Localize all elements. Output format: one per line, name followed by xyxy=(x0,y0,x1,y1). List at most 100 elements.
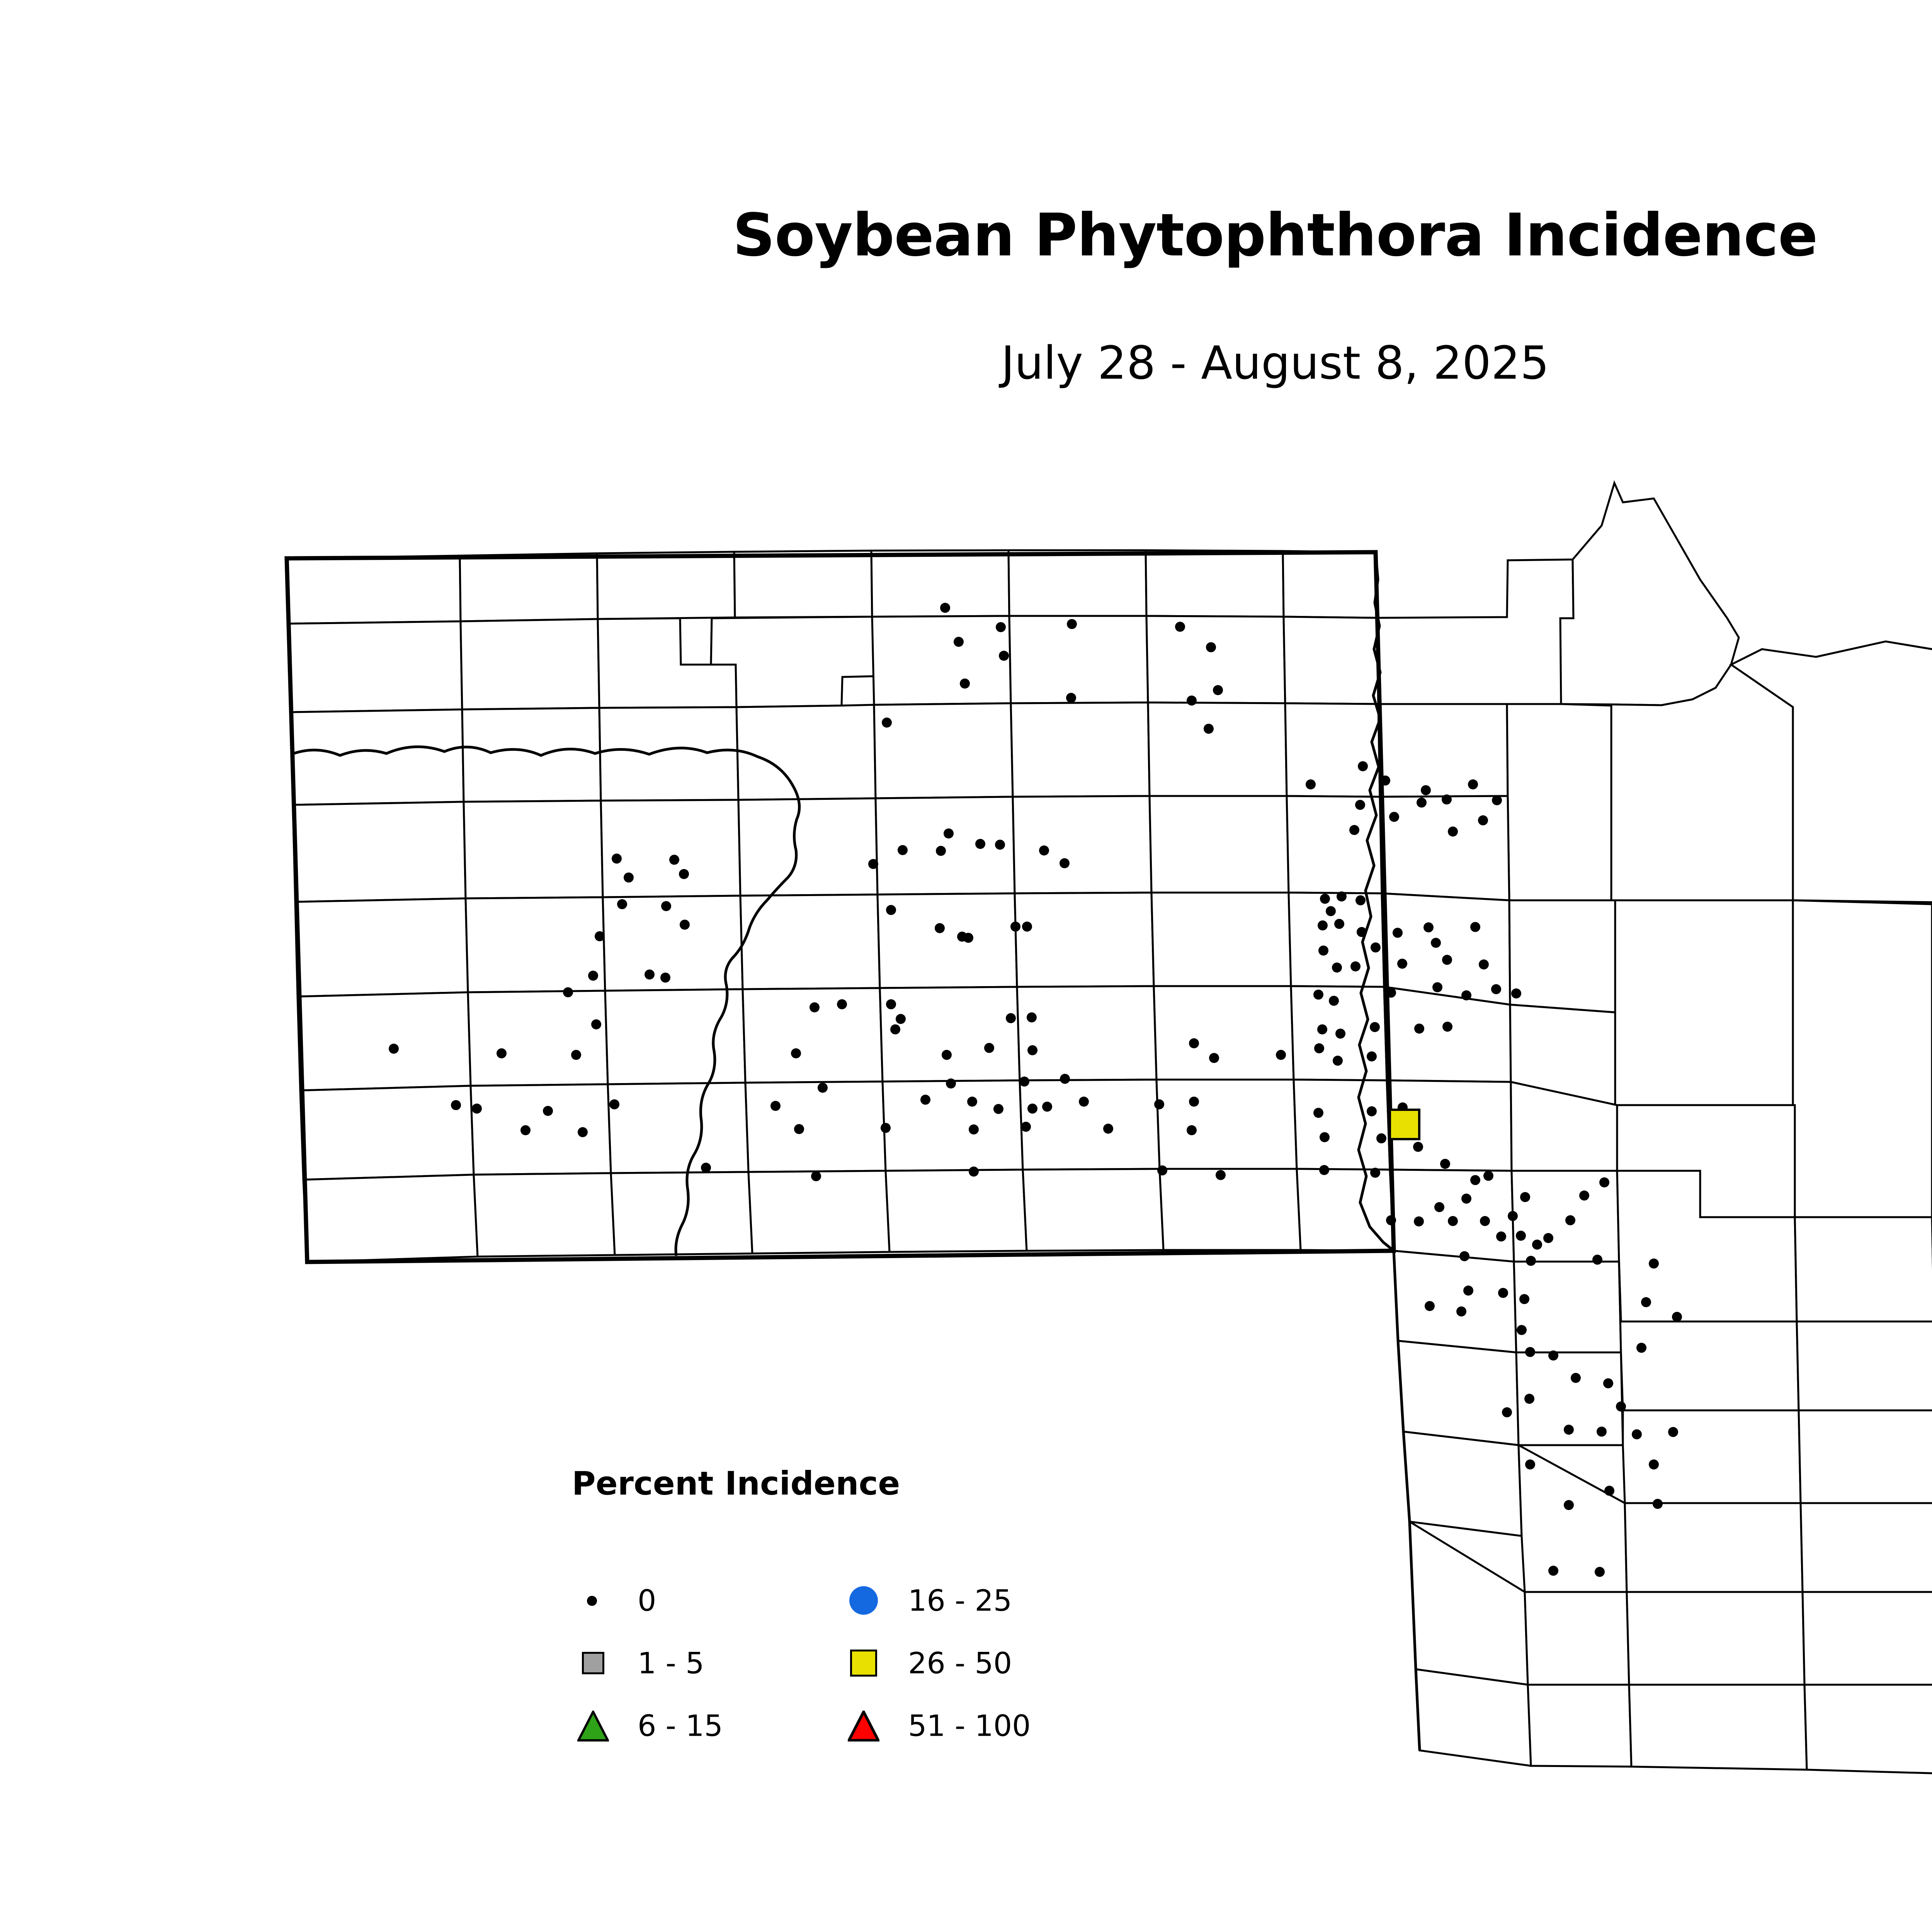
incidence-point-zero xyxy=(940,603,950,613)
incidence-point-zero xyxy=(1376,1133,1386,1143)
incidence-point-zero xyxy=(1355,895,1366,905)
incidence-point-zero xyxy=(1448,1216,1458,1226)
incidence-point-zero xyxy=(1496,1231,1506,1242)
incidence-point-zero xyxy=(969,1124,979,1134)
incidence-point-zero xyxy=(1313,990,1323,1000)
incidence-point-zero xyxy=(1470,922,1480,932)
incidence-point-zero xyxy=(1564,1500,1574,1510)
gray-square-icon xyxy=(572,1642,614,1684)
incidence-point-zero xyxy=(645,969,655,980)
incidence-point-zero xyxy=(1579,1190,1589,1201)
incidence-point-zero xyxy=(1357,927,1367,937)
incidence-point-zero xyxy=(942,1050,952,1060)
incidence-point-zero xyxy=(1320,894,1330,904)
incidence-point-zero xyxy=(1213,685,1223,695)
incidence-points xyxy=(389,603,1682,1577)
incidence-point-zero xyxy=(1318,920,1328,930)
incidence-point-zero xyxy=(1459,1251,1469,1261)
incidence-point-zero xyxy=(1010,922,1020,932)
incidence-point-zero xyxy=(1319,1165,1329,1175)
small-black-circle-icon xyxy=(572,1579,614,1622)
incidence-point-zero xyxy=(1027,1104,1037,1114)
incidence-point-zero xyxy=(472,1104,482,1114)
incidence-point-zero xyxy=(1417,798,1427,808)
incidence-point-zero xyxy=(920,1095,930,1105)
incidence-point-zero xyxy=(1397,959,1407,969)
incidence-point-zero xyxy=(595,931,605,941)
incidence-point-zero xyxy=(1599,1177,1609,1187)
incidence-point-zero xyxy=(954,637,964,647)
incidence-point-zero xyxy=(1672,1312,1682,1322)
incidence-point-zero xyxy=(1187,1125,1197,1135)
incidence-point-zero xyxy=(996,622,1006,632)
incidence-point-zero xyxy=(1216,1170,1226,1180)
incidence-point-zero xyxy=(1189,1038,1199,1048)
incidence-point-zero xyxy=(1334,919,1344,929)
incidence-point-zero xyxy=(1442,794,1452,804)
incidence-point-zero xyxy=(563,987,573,997)
incidence-point-zero xyxy=(1389,812,1399,822)
incidence-point-zero xyxy=(881,1123,891,1133)
incidence-point-zero xyxy=(1532,1240,1542,1250)
red-triangle-icon xyxy=(842,1704,885,1747)
incidence-point-26-50 xyxy=(1389,1109,1420,1140)
incidence-point-zero xyxy=(1525,1347,1535,1357)
incidence-point-zero xyxy=(1442,1022,1452,1032)
incidence-point-zero xyxy=(1350,961,1361,971)
incidence-point-zero xyxy=(1456,1306,1466,1316)
incidence-point-zero xyxy=(935,923,945,933)
incidence-point-zero xyxy=(1461,1194,1471,1204)
green-triangle-icon xyxy=(572,1704,614,1747)
incidence-point-zero xyxy=(1335,1029,1345,1039)
incidence-point-zero xyxy=(975,839,985,849)
incidence-point-zero xyxy=(995,840,1005,850)
incidence-point-zero xyxy=(1516,1231,1526,1241)
incidence-point-zero xyxy=(1524,1394,1534,1404)
incidence-point-zero xyxy=(1548,1350,1558,1361)
legend-label-0: 0 xyxy=(638,1583,656,1618)
legend-title: Percent Incidence xyxy=(572,1464,900,1502)
page-subtitle: July 28 - August 8, 2025 xyxy=(1001,336,1549,389)
incidence-point-zero xyxy=(451,1100,461,1110)
incidence-point-zero xyxy=(1386,1215,1396,1225)
incidence-point-zero xyxy=(520,1125,531,1135)
mississippi-river-border xyxy=(1392,1250,1421,1751)
incidence-point-zero xyxy=(1367,1051,1377,1061)
incidence-point-zero xyxy=(1597,1427,1607,1437)
incidence-point-zero xyxy=(1320,1132,1330,1142)
incidence-point-zero xyxy=(1209,1053,1219,1063)
incidence-point-zero xyxy=(1021,1122,1031,1132)
yellow-square-icon xyxy=(842,1642,885,1684)
incidence-point-zero xyxy=(1498,1288,1508,1298)
incidence-point-zero xyxy=(1636,1343,1646,1353)
incidence-point-zero xyxy=(1603,1378,1613,1388)
incidence-point-zero xyxy=(1027,1045,1037,1055)
incidence-point-zero xyxy=(1480,1216,1490,1226)
incidence-point-zero xyxy=(896,1014,906,1024)
incidence-point-zero xyxy=(791,1048,801,1058)
minnesota-counties xyxy=(1376,480,1932,1774)
incidence-point-zero xyxy=(999,651,1009,661)
incidence-point-zero xyxy=(1042,1102,1052,1112)
incidence-point-zero xyxy=(609,1099,619,1109)
incidence-point-zero xyxy=(1432,982,1442,992)
incidence-point-zero xyxy=(1306,779,1316,789)
incidence-point-zero xyxy=(1442,955,1452,965)
incidence-point-zero xyxy=(680,920,690,930)
incidence-point-zero xyxy=(1413,1142,1423,1152)
incidence-point-zero xyxy=(1653,1499,1663,1509)
incidence-point-zero xyxy=(1189,1097,1199,1107)
incidence-point-zero xyxy=(1393,928,1403,938)
incidence-point-zero xyxy=(969,1167,979,1177)
incidence-point-zero xyxy=(1276,1050,1286,1060)
incidence-point-zero xyxy=(1060,858,1070,868)
incidence-point-zero xyxy=(1314,1043,1324,1053)
incidence-point-zero xyxy=(1571,1373,1581,1383)
incidence-point-zero xyxy=(1479,959,1489,969)
incidence-point-zero xyxy=(1425,1301,1435,1311)
incidence-point-zero xyxy=(1317,1024,1327,1034)
incidence-point-zero xyxy=(1423,922,1434,932)
incidence-point-zero xyxy=(1380,776,1390,786)
incidence-point-zero xyxy=(1616,1401,1626,1412)
incidence-point-zero xyxy=(837,999,847,1009)
